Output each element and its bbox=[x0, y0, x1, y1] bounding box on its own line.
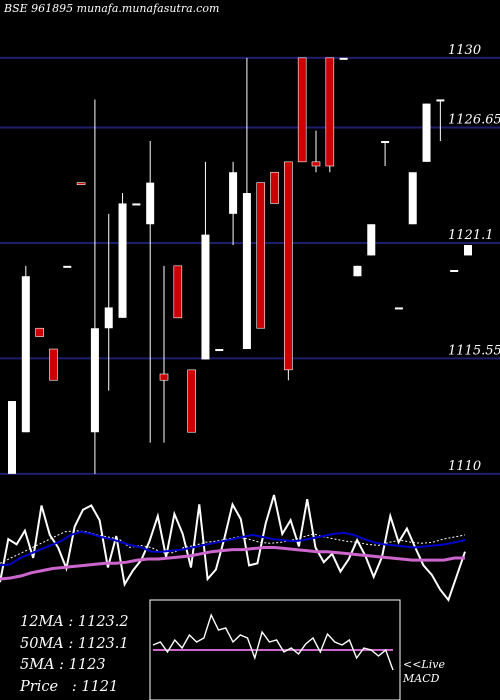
price-label: Price : 1121 bbox=[20, 678, 119, 695]
candle-body bbox=[49, 348, 58, 381]
ma50-label: 50MA : 1123.1 bbox=[20, 635, 129, 652]
candlestick-series bbox=[8, 57, 472, 474]
candle-body bbox=[381, 141, 390, 144]
candle-body bbox=[76, 182, 86, 185]
candle-body bbox=[394, 307, 403, 310]
candle-body bbox=[21, 276, 30, 433]
candle-body bbox=[367, 224, 376, 256]
candle-body bbox=[159, 373, 169, 381]
candle-body bbox=[104, 307, 113, 329]
candle-body bbox=[450, 270, 459, 272]
candle-body bbox=[173, 265, 183, 319]
candle-body bbox=[325, 57, 335, 167]
candle-body bbox=[464, 245, 472, 256]
y-tick-label: 1121.1 bbox=[448, 228, 494, 243]
y-tick-label: 1126.65 bbox=[448, 113, 500, 128]
macd-line bbox=[152, 613, 394, 671]
candle-body bbox=[297, 57, 307, 163]
macd-label-line2: MACD bbox=[403, 672, 440, 685]
candle-body bbox=[63, 265, 72, 268]
candle-body bbox=[229, 172, 238, 214]
candle-body bbox=[118, 203, 127, 318]
candle-body bbox=[146, 182, 155, 225]
candle-body bbox=[35, 327, 44, 337]
candle-body bbox=[242, 193, 251, 350]
indicator-panel bbox=[0, 494, 466, 603]
candle-body bbox=[270, 171, 279, 204]
candle-body bbox=[215, 349, 224, 352]
y-tick-label: 1130 bbox=[448, 43, 481, 58]
y-tick-label: 1115.55 bbox=[448, 343, 500, 358]
candle-body bbox=[90, 328, 99, 433]
price-axis-ticks: 1130 1126.65 1121.1 1115.55 1110 bbox=[448, 43, 500, 474]
indicator-line bbox=[0, 530, 466, 567]
macd-panel bbox=[149, 599, 401, 700]
y-tick-label: 1110 bbox=[448, 459, 481, 474]
candle-body bbox=[8, 401, 16, 474]
macd-label-line1: <<Live bbox=[403, 658, 445, 671]
indicator-line bbox=[0, 530, 466, 564]
candle-body bbox=[187, 369, 196, 433]
candle-body bbox=[284, 161, 293, 371]
macd-label: <<Live MACD bbox=[403, 658, 445, 686]
candle-body bbox=[408, 172, 417, 225]
ma5-label: 5MA : 1123 bbox=[20, 657, 106, 673]
candle-body bbox=[256, 182, 266, 329]
candle-body bbox=[422, 103, 431, 162]
chart-title: BSE 961895 munafa.munafasutra.com bbox=[4, 2, 220, 15]
moving-average-stats: 12MA : 1123.2 50MA : 1123.1 5MA : 1123 P… bbox=[20, 612, 129, 698]
candle-body bbox=[353, 265, 362, 277]
indicator-line bbox=[0, 494, 466, 603]
candle-body bbox=[132, 203, 141, 206]
candle-body bbox=[311, 161, 321, 167]
candle-body bbox=[339, 57, 348, 60]
candle-body bbox=[436, 99, 445, 102]
ma12-label: 12MA : 1123.2 bbox=[20, 614, 129, 630]
indicator-line bbox=[0, 546, 465, 581]
candle-body bbox=[201, 234, 210, 360]
